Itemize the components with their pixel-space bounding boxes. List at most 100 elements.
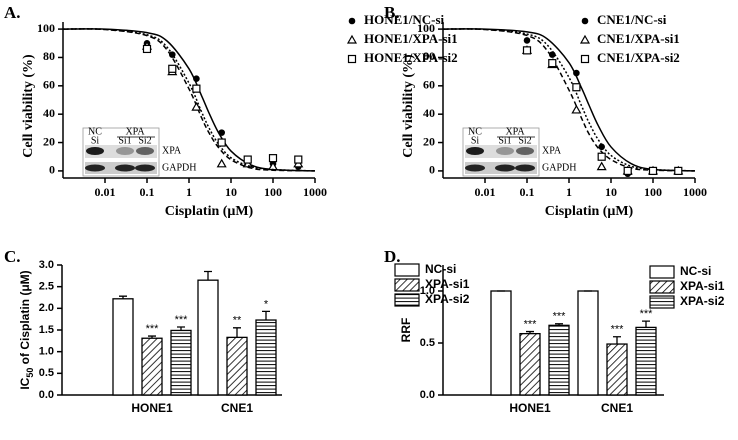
error-bar [148,335,156,339]
x-tick-label: 0.01 [95,185,116,199]
bar [112,298,134,396]
y-tick-label: 0.0 [39,389,54,401]
marker [218,129,225,136]
x-tick-label: 0.01 [475,185,496,199]
bar [606,343,628,396]
marker [596,161,607,171]
y-tick-label: 40 [43,106,55,120]
significance-label: *** [553,311,567,323]
marker [294,155,303,164]
fit-curve [442,28,696,172]
marker [548,51,556,58]
legend-swatch [649,265,675,279]
y-tick-label: 0 [49,163,55,177]
error-bar [177,326,185,331]
legend-label: XPA-si2 [680,294,725,308]
blot-row-label: GAPDH [542,162,576,173]
legend-marker [580,54,590,64]
bar [226,336,248,396]
blot-band [135,164,155,172]
error-bar [233,327,241,338]
error-bar [119,295,127,299]
significance-label: *** [640,308,654,320]
significance-label: *** [611,324,625,336]
bar [141,337,163,396]
blot-band [516,147,534,155]
legend-label: NC-si [425,262,456,276]
significance-label: *** [524,318,538,330]
legend-label: XPA-si1 [425,277,470,291]
x-axis-label: Cisplatin (μM) [165,204,254,219]
y-tick-label: 80 [423,49,435,63]
marker [572,83,581,92]
y-tick-label: 0.5 [420,337,435,349]
x-tick-label: 1000 [683,185,707,199]
y-axis-label-part: 50 [25,368,35,378]
blot-lane-label: Si2 [518,135,531,146]
y-tick-label: 1.0 [420,285,435,297]
blot-band [116,147,134,155]
error-bar [613,336,621,345]
panel-label: D. [384,247,401,266]
marker [573,69,580,77]
x-tick-label: CNE1 [601,401,633,415]
error-bar [555,323,563,326]
error-bar [526,330,534,334]
legend-label: CNE1/XPA-si1 [597,31,680,46]
legend-marker [348,17,356,25]
marker [548,59,557,68]
fit-curve [442,28,696,172]
fit-curve [62,28,316,172]
blot-band [115,164,135,172]
y-tick-label: 1.5 [39,324,54,336]
marker [623,166,632,176]
x-tick-label: 1 [186,185,192,199]
legend-label: NC-si [680,264,711,278]
legend-swatch [649,295,675,309]
marker [648,166,658,176]
fit-curve [62,28,316,172]
panel-label: B. [384,3,400,22]
y-tick-label: 3.0 [39,259,54,271]
bar [577,290,599,396]
blot-band [515,164,535,172]
marker [243,155,252,164]
x-tick-label: HONE1 [131,401,173,415]
legend-label: XPA-si2 [425,292,470,306]
y-tick-label: 20 [423,134,435,148]
bar [548,324,570,396]
legend-swatch [394,293,420,307]
marker [142,44,152,54]
marker [216,158,227,168]
y-tick-label: 0.0 [420,389,435,401]
blot-band [495,164,515,172]
y-tick-label: 60 [423,78,435,92]
x-tick-label: 1 [566,185,572,199]
x-axis-label: Cisplatin (μM) [545,204,634,219]
blot-row-label: XPA [542,145,562,156]
fit-curve [62,28,316,172]
y-tick-label: 0 [429,163,435,177]
marker [168,64,177,73]
panel-label: C. [4,247,21,266]
legend-label: HONE1/NC-si [364,12,445,27]
bar [197,279,219,396]
y-axis-label: Cell viability (%) [401,54,416,158]
x-tick-label: 100 [644,185,662,199]
x-tick-label: HONE1 [509,401,551,415]
bar [519,332,541,396]
blot-lane-label: NC [88,126,102,137]
legend-swatch [649,280,675,294]
legend-marker [346,34,358,44]
marker [193,75,200,83]
blot-lane-label: NC [468,126,482,137]
legend-label: CNE1/XPA-si2 [597,50,680,65]
x-tick-label: 10 [605,185,617,199]
y-axis-label-part: IC [18,377,32,389]
legend-label: HONE1/XPA-si1 [364,31,458,46]
legend-label: XPA-si1 [680,279,725,293]
marker [597,152,606,161]
significance-label: *** [175,314,189,326]
y-tick-label: 60 [43,78,55,92]
